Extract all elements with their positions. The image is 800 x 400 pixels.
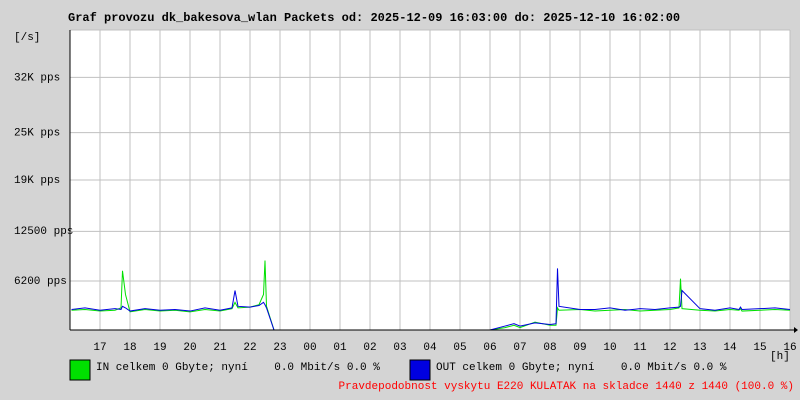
x-tick-label: 16 — [783, 342, 796, 354]
x-tick-label: 14 — [723, 342, 737, 354]
x-tick-label: 07 — [513, 342, 526, 354]
axis-arrow — [794, 327, 798, 333]
y-unit: [/s] — [14, 32, 40, 44]
x-tick-label: 15 — [753, 342, 766, 354]
x-tick-label: 09 — [573, 342, 586, 354]
legend-swatch — [69, 359, 91, 381]
x-tick-label: 03 — [393, 342, 406, 354]
y-tick-label: 19K pps — [14, 175, 60, 187]
x-tick-label: 20 — [183, 342, 196, 354]
x-tick-label: 13 — [693, 342, 706, 354]
x-tick-label: 00 — [303, 342, 316, 354]
x-tick-label: 22 — [243, 342, 256, 354]
legend-label: OUT celkem 0 Gbyte; nyní 0.0 Mbit/s 0.0 … — [436, 362, 727, 374]
y-tick-label: 12500 pps — [14, 226, 73, 238]
y-tick-label: 6200 pps — [14, 276, 67, 288]
x-tick-label: 04 — [423, 342, 437, 354]
legend-label: IN celkem 0 Gbyte; nyní 0.0 Mbit/s 0.0 % — [96, 362, 380, 374]
x-tick-label: 11 — [633, 342, 647, 354]
footnote: Pravdepodobnost vyskytu E220 KULATAK na … — [339, 381, 794, 393]
x-tick-label: 02 — [363, 342, 376, 354]
x-tick-label: 23 — [273, 342, 286, 354]
x-tick-label: 19 — [153, 342, 166, 354]
x-tick-label: 10 — [603, 342, 616, 354]
x-tick-label: 18 — [123, 342, 136, 354]
y-tick-label: 32K pps — [14, 72, 60, 84]
x-tick-label: 01 — [333, 342, 347, 354]
x-tick-label: 12 — [663, 342, 676, 354]
x-tick-label: 06 — [483, 342, 496, 354]
x-tick-label: 17 — [93, 342, 106, 354]
x-unit: [h] — [770, 351, 790, 363]
y-tick-label: 25K pps — [14, 128, 60, 140]
x-tick-label: 05 — [453, 342, 466, 354]
legend-swatch — [409, 359, 431, 381]
chart-title: Graf provozu dk_bakesova_wlan Packets od… — [68, 11, 680, 25]
x-tick-label: 21 — [213, 342, 227, 354]
x-tick-label: 08 — [543, 342, 556, 354]
